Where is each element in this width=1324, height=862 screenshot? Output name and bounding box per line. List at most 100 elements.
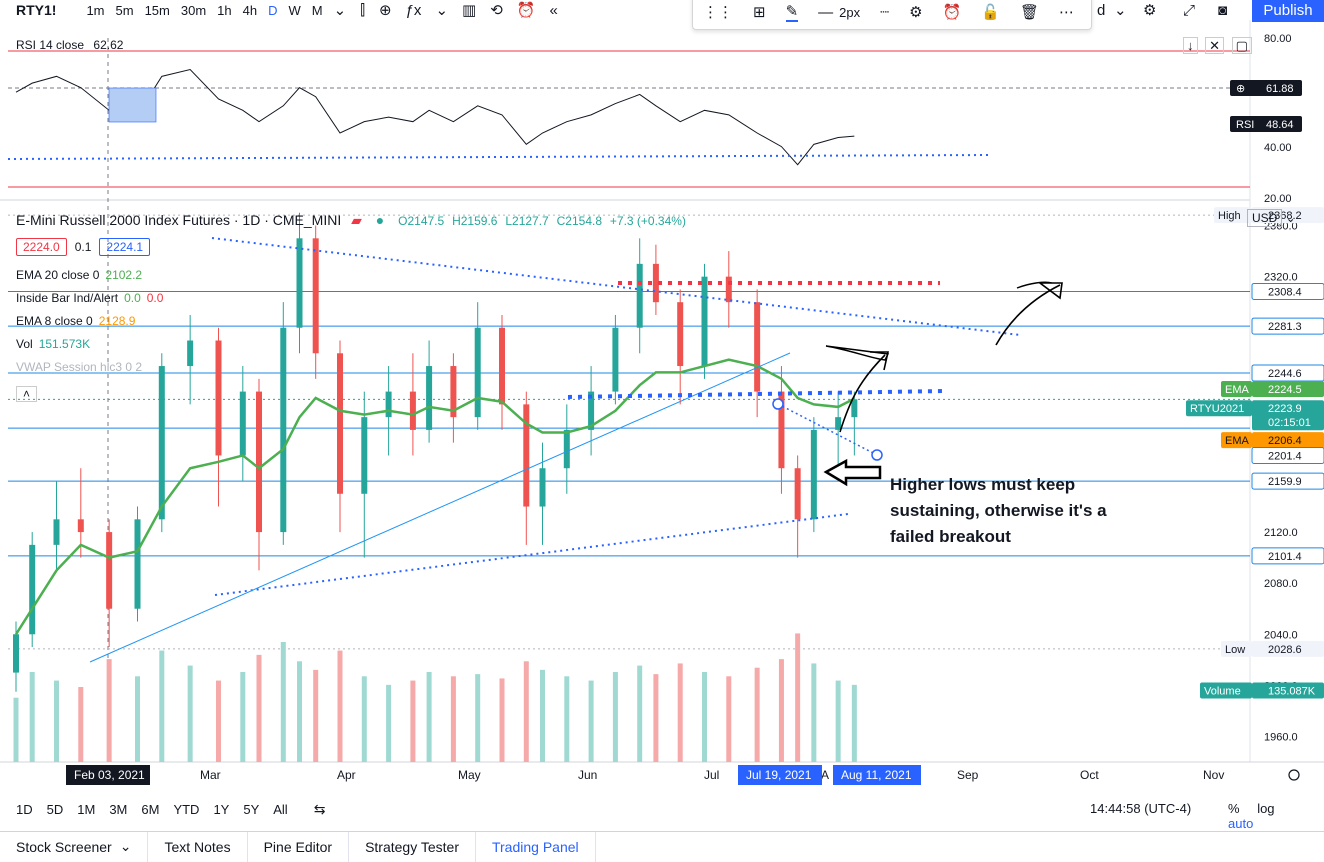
- rsi-legend[interactable]: RSI 14 close 62.62: [16, 38, 123, 52]
- dots-line-icon[interactable]: ┈: [880, 4, 890, 21]
- line-width-label[interactable]: 2px: [839, 4, 861, 20]
- annotation-note[interactable]: Higher lows must keep sustaining, otherw…: [890, 475, 1107, 546]
- fx-icon[interactable]: ƒx: [405, 1, 422, 19]
- range-3m[interactable]: 3M: [109, 801, 128, 817]
- rsi-label: RSI 14 close: [16, 38, 85, 52]
- chevron-down-icon[interactable]: ⌄: [1114, 2, 1127, 19]
- bar-chart-icon[interactable]: ▥: [462, 2, 477, 19]
- grid-icon[interactable]: ⊞: [753, 4, 766, 21]
- tab-strategy-tester[interactable]: Strategy Tester: [349, 831, 476, 862]
- lock-icon[interactable]: 🔓: [981, 4, 1000, 21]
- candle-icon[interactable]: ⫿: [360, 1, 366, 19]
- chevron-down-icon[interactable]: ⌄: [435, 2, 449, 19]
- currency-button[interactable]: USD ⌄: [1247, 209, 1296, 227]
- volume-bar: [256, 654, 262, 762]
- chevron-down-icon[interactable]: ⌄: [119, 838, 132, 854]
- interval-30m[interactable]: 30m: [180, 2, 207, 18]
- tab-stock-screener[interactable]: Stock Screener ⌄: [0, 831, 149, 862]
- candle-body: [636, 263, 643, 328]
- interval-M[interactable]: M: [311, 2, 323, 18]
- collapse-legend-icon[interactable]: ˄: [16, 386, 38, 402]
- range-6m[interactable]: 6M: [141, 801, 160, 817]
- range-1m[interactable]: 1M: [77, 801, 96, 817]
- percent-toggle[interactable]: %: [1228, 801, 1240, 816]
- indicator-row[interactable]: EMA 8 close 0 2128.9: [16, 314, 135, 328]
- compare-range-icon[interactable]: ⇆: [313, 800, 326, 817]
- volume-bar: [811, 663, 817, 762]
- red-flag-icon[interactable]: ▰: [351, 212, 362, 228]
- indicator-value: 2128.9: [98, 314, 136, 328]
- arrow-down-icon[interactable]: ↓: [1183, 37, 1198, 54]
- indicator-row[interactable]: EMA 20 close 0 2102.2: [16, 268, 142, 282]
- gear-icon[interactable]: ⚙: [909, 4, 923, 21]
- publish-button[interactable]: Publish: [1252, 0, 1324, 22]
- clock[interactable]: 14:44:58 (UTC-4): [1090, 801, 1192, 816]
- interval-D[interactable]: D: [268, 2, 278, 18]
- range-ytd[interactable]: YTD: [173, 801, 200, 817]
- volume-bar: [523, 661, 529, 762]
- symbol-label[interactable]: RTY1!: [16, 2, 57, 18]
- tab-pine-editor[interactable]: Pine Editor: [248, 831, 350, 862]
- candle-body: [256, 391, 262, 533]
- range-5y[interactable]: 5Y: [243, 801, 260, 817]
- candle-body: [612, 327, 619, 392]
- upper-trendline: [211, 237, 1021, 336]
- indicator-row[interactable]: Inside Bar Ind/Alert 0.0 0.0: [16, 291, 163, 305]
- indicator-row[interactable]: Vol 151.573K: [16, 337, 90, 351]
- currency-label: USD: [1247, 209, 1283, 227]
- plus-circle-icon[interactable]: ⊕: [379, 2, 392, 19]
- drawing-toolbar: ⋮⋮ ⊞ ✎ — 2px ┈ ⚙ ⏰ 🔓 🗑 ⋯: [692, 0, 1092, 30]
- interval-5m[interactable]: 5m: [115, 2, 134, 18]
- camera-icon[interactable]: ◙: [1218, 1, 1228, 19]
- interval-W[interactable]: W: [288, 2, 301, 18]
- alert-icon[interactable]: ⏰: [516, 2, 536, 19]
- low-price-label-label-bg: [1221, 640, 1252, 657]
- bid-ask: 2224.0 0.1 2224.1: [16, 238, 151, 256]
- chevron-down-icon[interactable]: ⌄: [333, 2, 347, 19]
- candle-body: [296, 238, 303, 328]
- auto-toggle[interactable]: auto: [1228, 816, 1254, 831]
- rewind-icon[interactable]: «: [549, 1, 558, 19]
- scale-options: % log auto: [1228, 801, 1324, 831]
- candle-body: [312, 238, 319, 354]
- alarm-icon[interactable]: ⏰: [942, 4, 962, 21]
- interval-1m[interactable]: 1m: [86, 2, 105, 18]
- grip-icon[interactable]: ⋮⋮: [703, 4, 733, 21]
- spread: 0.1: [74, 240, 92, 254]
- interval-1h[interactable]: 1h: [217, 2, 232, 18]
- pencil-icon[interactable]: ✎: [785, 3, 799, 22]
- high-price-label: 2368.2: [1268, 210, 1302, 222]
- range-all[interactable]: All: [273, 801, 288, 817]
- tab-text-notes[interactable]: Text Notes: [148, 831, 248, 862]
- interval-4h[interactable]: 4h: [242, 2, 258, 18]
- candle-body: [835, 417, 842, 430]
- high-price-label-bg: [1252, 207, 1324, 224]
- indicator-row[interactable]: VWAP Session hlc3 0 2: [16, 360, 142, 374]
- close-icon[interactable]: ✕: [1205, 37, 1225, 54]
- range-5d[interactable]: 5D: [46, 801, 64, 817]
- trash-icon[interactable]: 🗑: [1019, 4, 1040, 21]
- candle-body: [725, 276, 732, 303]
- candle-body: [239, 391, 246, 456]
- range-1d[interactable]: 1D: [16, 801, 33, 817]
- level-price-label: 2281.3: [1268, 321, 1302, 333]
- more-icon[interactable]: ⋯: [1059, 4, 1075, 21]
- ask-price[interactable]: 2224.1: [99, 238, 151, 256]
- fullscreen-icon[interactable]: ⤢: [1183, 1, 1196, 19]
- bid-price[interactable]: 2224.0: [16, 238, 67, 256]
- line-icon[interactable]: —: [818, 3, 834, 21]
- log-toggle[interactable]: log: [1257, 801, 1275, 816]
- main-legend[interactable]: E-Mini Russell 2000 Index Futures · 1D ·…: [16, 212, 686, 229]
- time-label: Apr: [337, 768, 356, 782]
- low-price-label-label: Low: [1225, 644, 1245, 656]
- ema8-price-label-bg: [1252, 432, 1324, 449]
- tab-trading-panel[interactable]: Trading Panel: [476, 831, 596, 862]
- settings-gear-icon[interactable]: ⚙: [1143, 2, 1157, 19]
- volume-bar: [54, 680, 59, 762]
- range-1y[interactable]: 1Y: [213, 801, 230, 817]
- maximize-icon[interactable]: ▢: [1231, 37, 1252, 54]
- candle-body: [810, 429, 817, 520]
- chart-canvas[interactable]: 80.00 40.00 20.00 2360.0 2320.0 2120.0 2080.0 2…: [0, 0, 1324, 797]
- replay-icon[interactable]: ⟲: [490, 2, 503, 19]
- interval-15m[interactable]: 15m: [144, 2, 170, 18]
